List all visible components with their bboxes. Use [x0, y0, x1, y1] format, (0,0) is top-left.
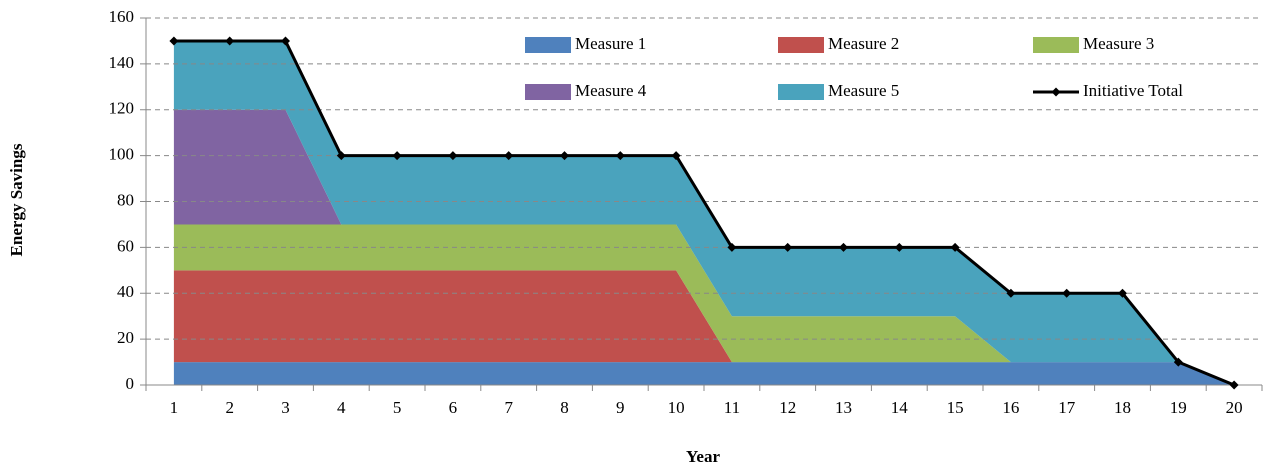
total-marker — [1062, 288, 1072, 298]
x-tick-label: 15 — [947, 398, 964, 417]
y-tick-label: 60 — [117, 236, 134, 255]
x-tick-label: 6 — [449, 398, 458, 417]
area — [173, 362, 1235, 385]
total-marker — [839, 242, 848, 252]
total-marker — [1006, 288, 1016, 298]
area — [173, 40, 1235, 385]
y-tick-label: 120 — [109, 99, 135, 118]
x-axis-label: Year — [686, 447, 720, 466]
legend-label: Initiative Total — [1083, 81, 1183, 100]
x-tick-label: 4 — [337, 398, 346, 417]
x-tick-label: 18 — [1114, 398, 1131, 417]
total-line — [173, 39, 1235, 387]
legend-swatch — [778, 37, 824, 53]
y-tick-label: 140 — [109, 53, 135, 72]
total-marker — [894, 242, 904, 252]
x-tick-label: 16 — [1002, 398, 1019, 417]
x-tick-label: 17 — [1058, 398, 1076, 417]
total-marker — [169, 36, 179, 46]
y-tick-label: 100 — [109, 145, 135, 164]
y-tick-label: 40 — [117, 282, 134, 301]
x-tick-label: 14 — [891, 398, 909, 417]
legend-swatch — [525, 37, 571, 53]
y-tick-label: 0 — [126, 374, 135, 393]
total-marker — [225, 36, 235, 46]
x-tick-label: 1 — [170, 398, 179, 417]
y-tick-label: 160 — [109, 7, 135, 26]
total-marker — [950, 242, 960, 252]
x-tick-label: 13 — [835, 398, 852, 417]
x-tick-label: 10 — [668, 398, 685, 417]
total-marker — [615, 151, 625, 161]
x-tick-label: 5 — [393, 398, 402, 417]
total-marker — [281, 36, 290, 46]
legend-swatch — [525, 84, 571, 100]
total-marker — [783, 242, 793, 252]
legend-label: Measure 1 — [575, 34, 646, 53]
total-marker — [560, 151, 569, 161]
total-marker — [392, 151, 402, 161]
total-marker — [727, 242, 737, 252]
x-tick-label: 12 — [779, 398, 796, 417]
legend-label: Measure 5 — [828, 81, 899, 100]
x-tick-label: 9 — [616, 398, 625, 417]
area — [173, 270, 1235, 385]
area — [173, 109, 1235, 385]
y-tick-label: 20 — [117, 328, 134, 347]
legend-swatch — [1033, 37, 1079, 53]
total-marker — [1229, 380, 1239, 390]
x-tick-label: 8 — [560, 398, 569, 417]
area — [173, 224, 1235, 385]
total-marker — [1173, 357, 1183, 367]
y-tick-label: 80 — [117, 190, 134, 209]
legend-marker — [1051, 87, 1061, 97]
legend-label: Measure 2 — [828, 34, 899, 53]
x-tick-label: 7 — [504, 398, 513, 417]
x-tick-label: 2 — [225, 398, 234, 417]
total-marker — [504, 151, 514, 161]
x-tick-label: 3 — [281, 398, 290, 417]
total-marker — [671, 151, 681, 161]
x-tick-label: 19 — [1170, 398, 1187, 417]
total-marker — [448, 151, 458, 161]
total-marker — [1118, 288, 1127, 298]
legend-swatch — [778, 84, 824, 100]
total-marker — [336, 151, 346, 161]
x-tick-label: 11 — [724, 398, 740, 417]
legend-label: Measure 3 — [1083, 34, 1154, 53]
y-axis-label: Energy Savings — [7, 143, 26, 256]
x-tick-label: 20 — [1226, 398, 1243, 417]
legend-label: Measure 4 — [575, 81, 647, 100]
